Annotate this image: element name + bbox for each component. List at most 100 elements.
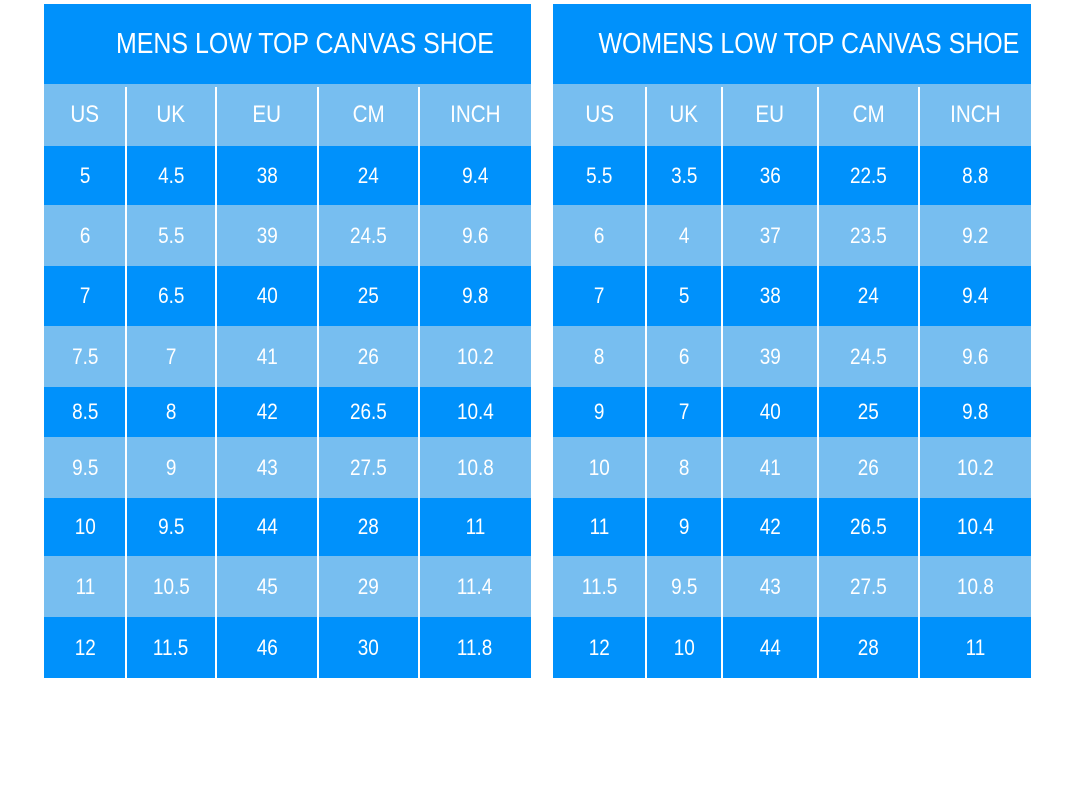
column-header: EU [216, 84, 318, 146]
cell-text: 11 [589, 514, 610, 539]
cell-text: 10.4 [456, 399, 494, 424]
table-cell: 11 [919, 617, 1031, 678]
table-cell: 11 [553, 498, 646, 556]
table-cell: 9.6 [419, 205, 531, 266]
column-divider [418, 87, 420, 678]
table-row: 11 10.5 45 29 11.4 [44, 556, 531, 617]
table-row: 5 4.5 38 24 9.4 [44, 146, 531, 205]
table-cell: 10.2 [419, 326, 531, 387]
cell-text: 9.4 [961, 283, 989, 308]
header-row: US UK EU CM INCH [44, 84, 531, 146]
table-cell: 44 [722, 617, 818, 678]
table-cell: 27.5 [818, 556, 919, 617]
cell-text: CM [352, 101, 385, 128]
table-cell: 10.4 [419, 387, 531, 437]
table-cell: 9.4 [419, 146, 531, 205]
cell-text: 26 [357, 343, 380, 369]
table-row: 10 9.5 44 28 11 [44, 498, 531, 556]
table-cell: 10.8 [919, 556, 1031, 617]
table-cell: 26.5 [818, 498, 919, 556]
table-cell: 40 [216, 266, 318, 326]
cell-text: 27.5 [350, 454, 387, 480]
table-cell: 7 [44, 266, 126, 326]
cell-text: 44 [759, 634, 781, 660]
table-cell: 12 [44, 617, 126, 678]
cell-text: 23.5 [850, 222, 887, 248]
table-cell: 6 [44, 205, 126, 266]
table-row: 12 10 44 28 11 [553, 617, 1031, 678]
cell-text: UK [156, 101, 186, 128]
table-title: WOMENS LOW TOP CANVAS SHOE [553, 4, 1031, 84]
cell-text: 7 [79, 283, 91, 308]
cell-text: 26 [857, 454, 880, 480]
cell-text: 5 [79, 162, 91, 188]
cell-text: 7 [678, 399, 690, 424]
cell-text: CM [852, 101, 885, 128]
table-cell: 10 [553, 437, 646, 498]
cell-text: 42 [759, 514, 781, 539]
column-header: INCH [419, 84, 531, 146]
column-header: CM [318, 84, 419, 146]
table-row: 6 5.5 39 24.5 9.6 [44, 205, 531, 266]
cell-text: 11.5 [581, 573, 618, 599]
cell-text: 26.5 [850, 514, 887, 539]
cell-text: 10.2 [456, 343, 494, 369]
cell-text: 27.5 [850, 573, 887, 599]
cell-text: 6 [79, 222, 91, 248]
table-cell: 10.2 [919, 437, 1031, 498]
table-row: 7.5 7 41 26 10.2 [44, 326, 531, 387]
cell-text: 10 [673, 634, 695, 660]
table-cell: 46 [216, 617, 318, 678]
table-cell: 39 [722, 326, 818, 387]
cell-text: 5 [678, 283, 690, 308]
table-cell: 6 [646, 326, 722, 387]
cell-text: 8 [594, 343, 605, 369]
table-cell: 9 [553, 387, 646, 437]
table-cell: 42 [216, 387, 318, 437]
cell-text: 38 [256, 162, 278, 188]
cell-text: 10.5 [152, 573, 190, 599]
cell-text: 25 [857, 399, 880, 424]
cell-text: 29 [357, 573, 380, 599]
table-cell: 11.5 [126, 617, 216, 678]
cell-text: 7 [594, 283, 605, 308]
table-cell: 8 [126, 387, 216, 437]
table-cell: 24.5 [318, 205, 419, 266]
column-divider [721, 87, 723, 678]
table-cell: 9.2 [919, 205, 1031, 266]
table-cell: 7 [553, 266, 646, 326]
table-cell: 28 [818, 617, 919, 678]
cell-text: 24 [357, 162, 380, 188]
cell-text: 8 [678, 454, 690, 480]
cell-text: 10 [588, 454, 611, 480]
table-cell: 8 [646, 437, 722, 498]
table-cell: 11.5 [553, 556, 646, 617]
column-header: US [553, 84, 646, 146]
cell-text: 41 [256, 343, 278, 369]
table-row: 8.5 8 42 26.5 10.4 [44, 387, 531, 437]
table-cell: 8.5 [44, 387, 126, 437]
cell-text: US [70, 101, 100, 128]
table-cell: 9.4 [919, 266, 1031, 326]
cell-text: 8.5 [71, 399, 99, 424]
table-row: 7 5 38 24 9.4 [553, 266, 1031, 326]
table-cell: 40 [722, 387, 818, 437]
cell-text: 9 [594, 399, 605, 424]
column-header: EU [722, 84, 818, 146]
table-cell: 5.5 [553, 146, 646, 205]
cell-text: UK [669, 101, 699, 128]
table-cell: 11.8 [419, 617, 531, 678]
table-row: 8 6 39 24.5 9.6 [553, 326, 1031, 387]
table-row: 12 11.5 46 30 11.8 [44, 617, 531, 678]
cell-text: 26.5 [350, 399, 387, 424]
table-cell: 4 [646, 205, 722, 266]
cell-text: 10.2 [956, 454, 994, 480]
table-cell: 24.5 [818, 326, 919, 387]
cell-text: 11 [75, 573, 95, 599]
cell-text: 39 [759, 343, 781, 369]
table-cell: 6 [553, 205, 646, 266]
cell-text: 45 [256, 573, 278, 599]
cell-text: EU [755, 101, 785, 128]
table-cell: 6.5 [126, 266, 216, 326]
cell-text: EU [252, 101, 282, 128]
